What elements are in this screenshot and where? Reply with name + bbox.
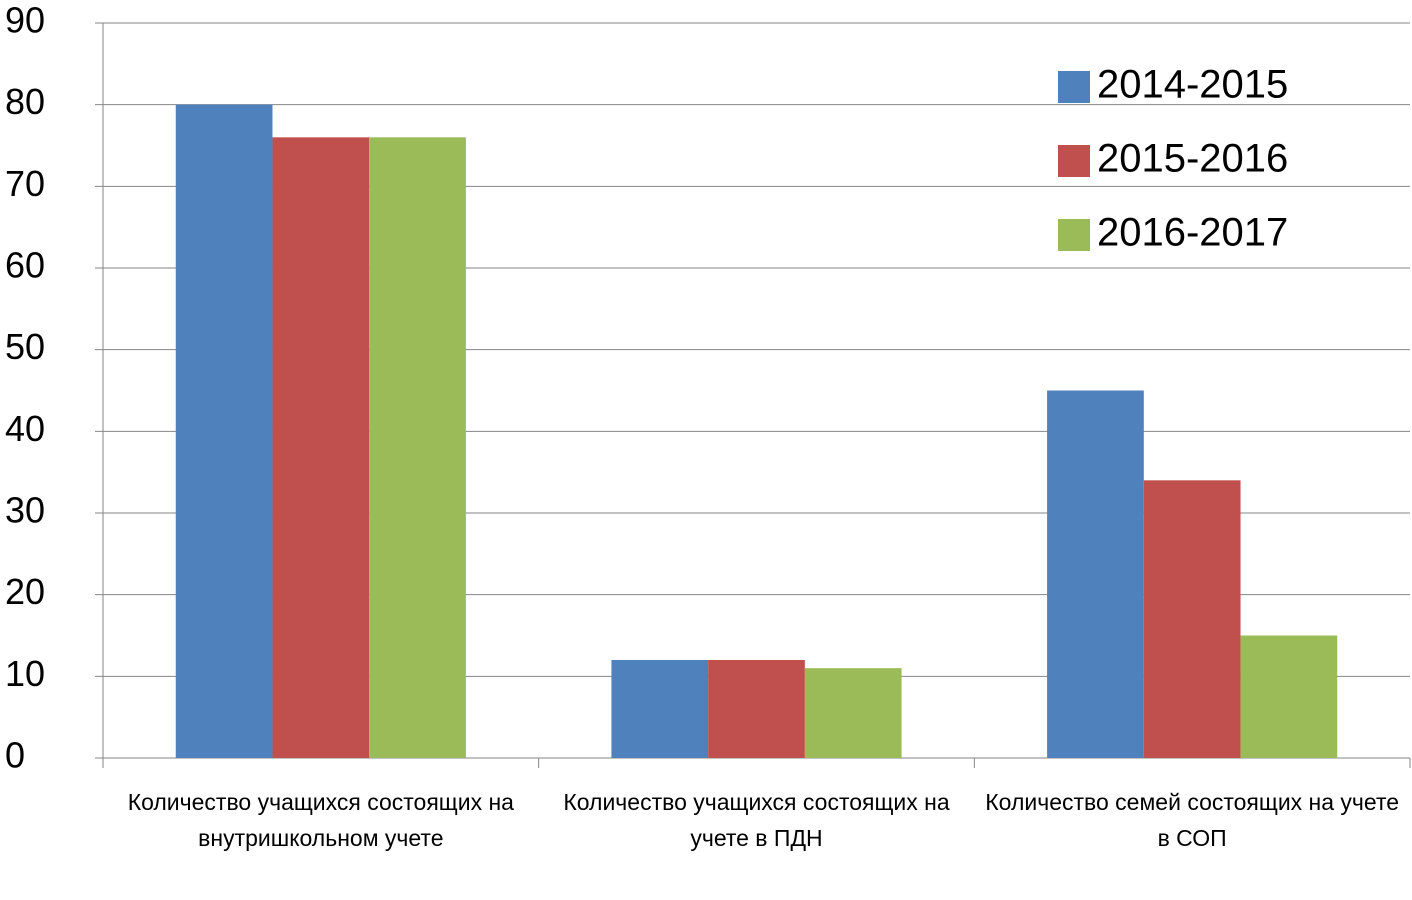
bar	[1143, 480, 1241, 758]
legend-swatch	[1058, 219, 1090, 251]
bar	[1047, 390, 1144, 758]
y-tick-label: 0	[5, 735, 25, 776]
legend-swatch	[1058, 71, 1090, 103]
y-tick-label: 80	[5, 81, 45, 122]
bar	[611, 660, 709, 758]
x-tick-label: Количество учащихся состоящих на учете в…	[563, 789, 950, 851]
bar	[175, 104, 273, 758]
y-tick-label: 30	[5, 490, 45, 531]
x-tick-label: Количество семей состоящих на учете в СО…	[985, 789, 1400, 851]
bar	[1240, 635, 1338, 758]
y-tick-label: 90	[5, 0, 45, 41]
legend-label: 2015-2016	[1097, 137, 1288, 181]
x-tick-label: Количество учащихся состоящих на внутриш…	[127, 789, 514, 851]
legend-label: 2014-2015	[1097, 63, 1288, 107]
y-tick-label: 60	[5, 245, 45, 286]
y-tick-label: 40	[5, 408, 45, 449]
legend-swatch	[1058, 145, 1090, 177]
bar	[369, 137, 466, 759]
legend-label: 2016-2017	[1097, 211, 1288, 255]
y-tick-label: 20	[5, 571, 45, 612]
bar	[804, 668, 902, 758]
y-tick-label: 70	[5, 163, 45, 204]
bar	[272, 137, 370, 759]
y-tick-label: 10	[5, 653, 45, 694]
bar	[708, 660, 805, 758]
y-tick-label: 50	[5, 326, 45, 367]
